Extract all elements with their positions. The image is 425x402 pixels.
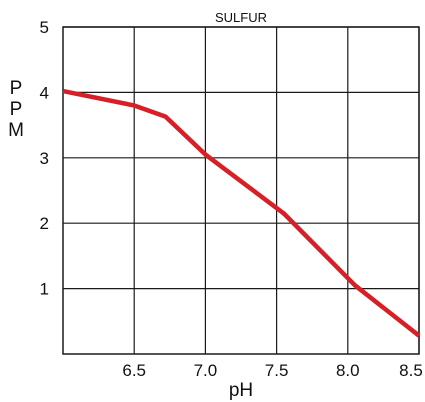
y-tick-label: 3 <box>40 149 49 168</box>
y-axis-label-letter: P <box>10 99 23 120</box>
series-layer <box>62 88 421 338</box>
x-tick-label: 8.0 <box>336 361 360 380</box>
y-tick-labels: 1 2 3 4 5 <box>40 18 49 299</box>
y-axis-label: PPM <box>8 78 24 141</box>
y-tick-label: 2 <box>40 214 49 233</box>
plot-frame <box>62 26 420 355</box>
x-tick-label: 8.5 <box>399 361 423 380</box>
y-axis-label-letter: P <box>10 78 23 99</box>
sulfur-line <box>62 88 421 338</box>
chart-title: SULFUR <box>215 10 267 25</box>
y-tick-label: 4 <box>40 83 49 102</box>
x-tick-label: 7.5 <box>265 361 289 380</box>
y-tick-label: 1 <box>40 280 49 299</box>
x-tick-label: 7.0 <box>194 361 218 380</box>
y-tick-label: 5 <box>40 18 49 37</box>
x-tick-label: 6.5 <box>122 361 146 380</box>
y-axis-label-letter: M <box>8 120 24 141</box>
x-tick-labels: 6.5 7.0 7.5 8.0 8.5 <box>122 361 422 380</box>
x-axis-label: pH <box>229 380 253 401</box>
